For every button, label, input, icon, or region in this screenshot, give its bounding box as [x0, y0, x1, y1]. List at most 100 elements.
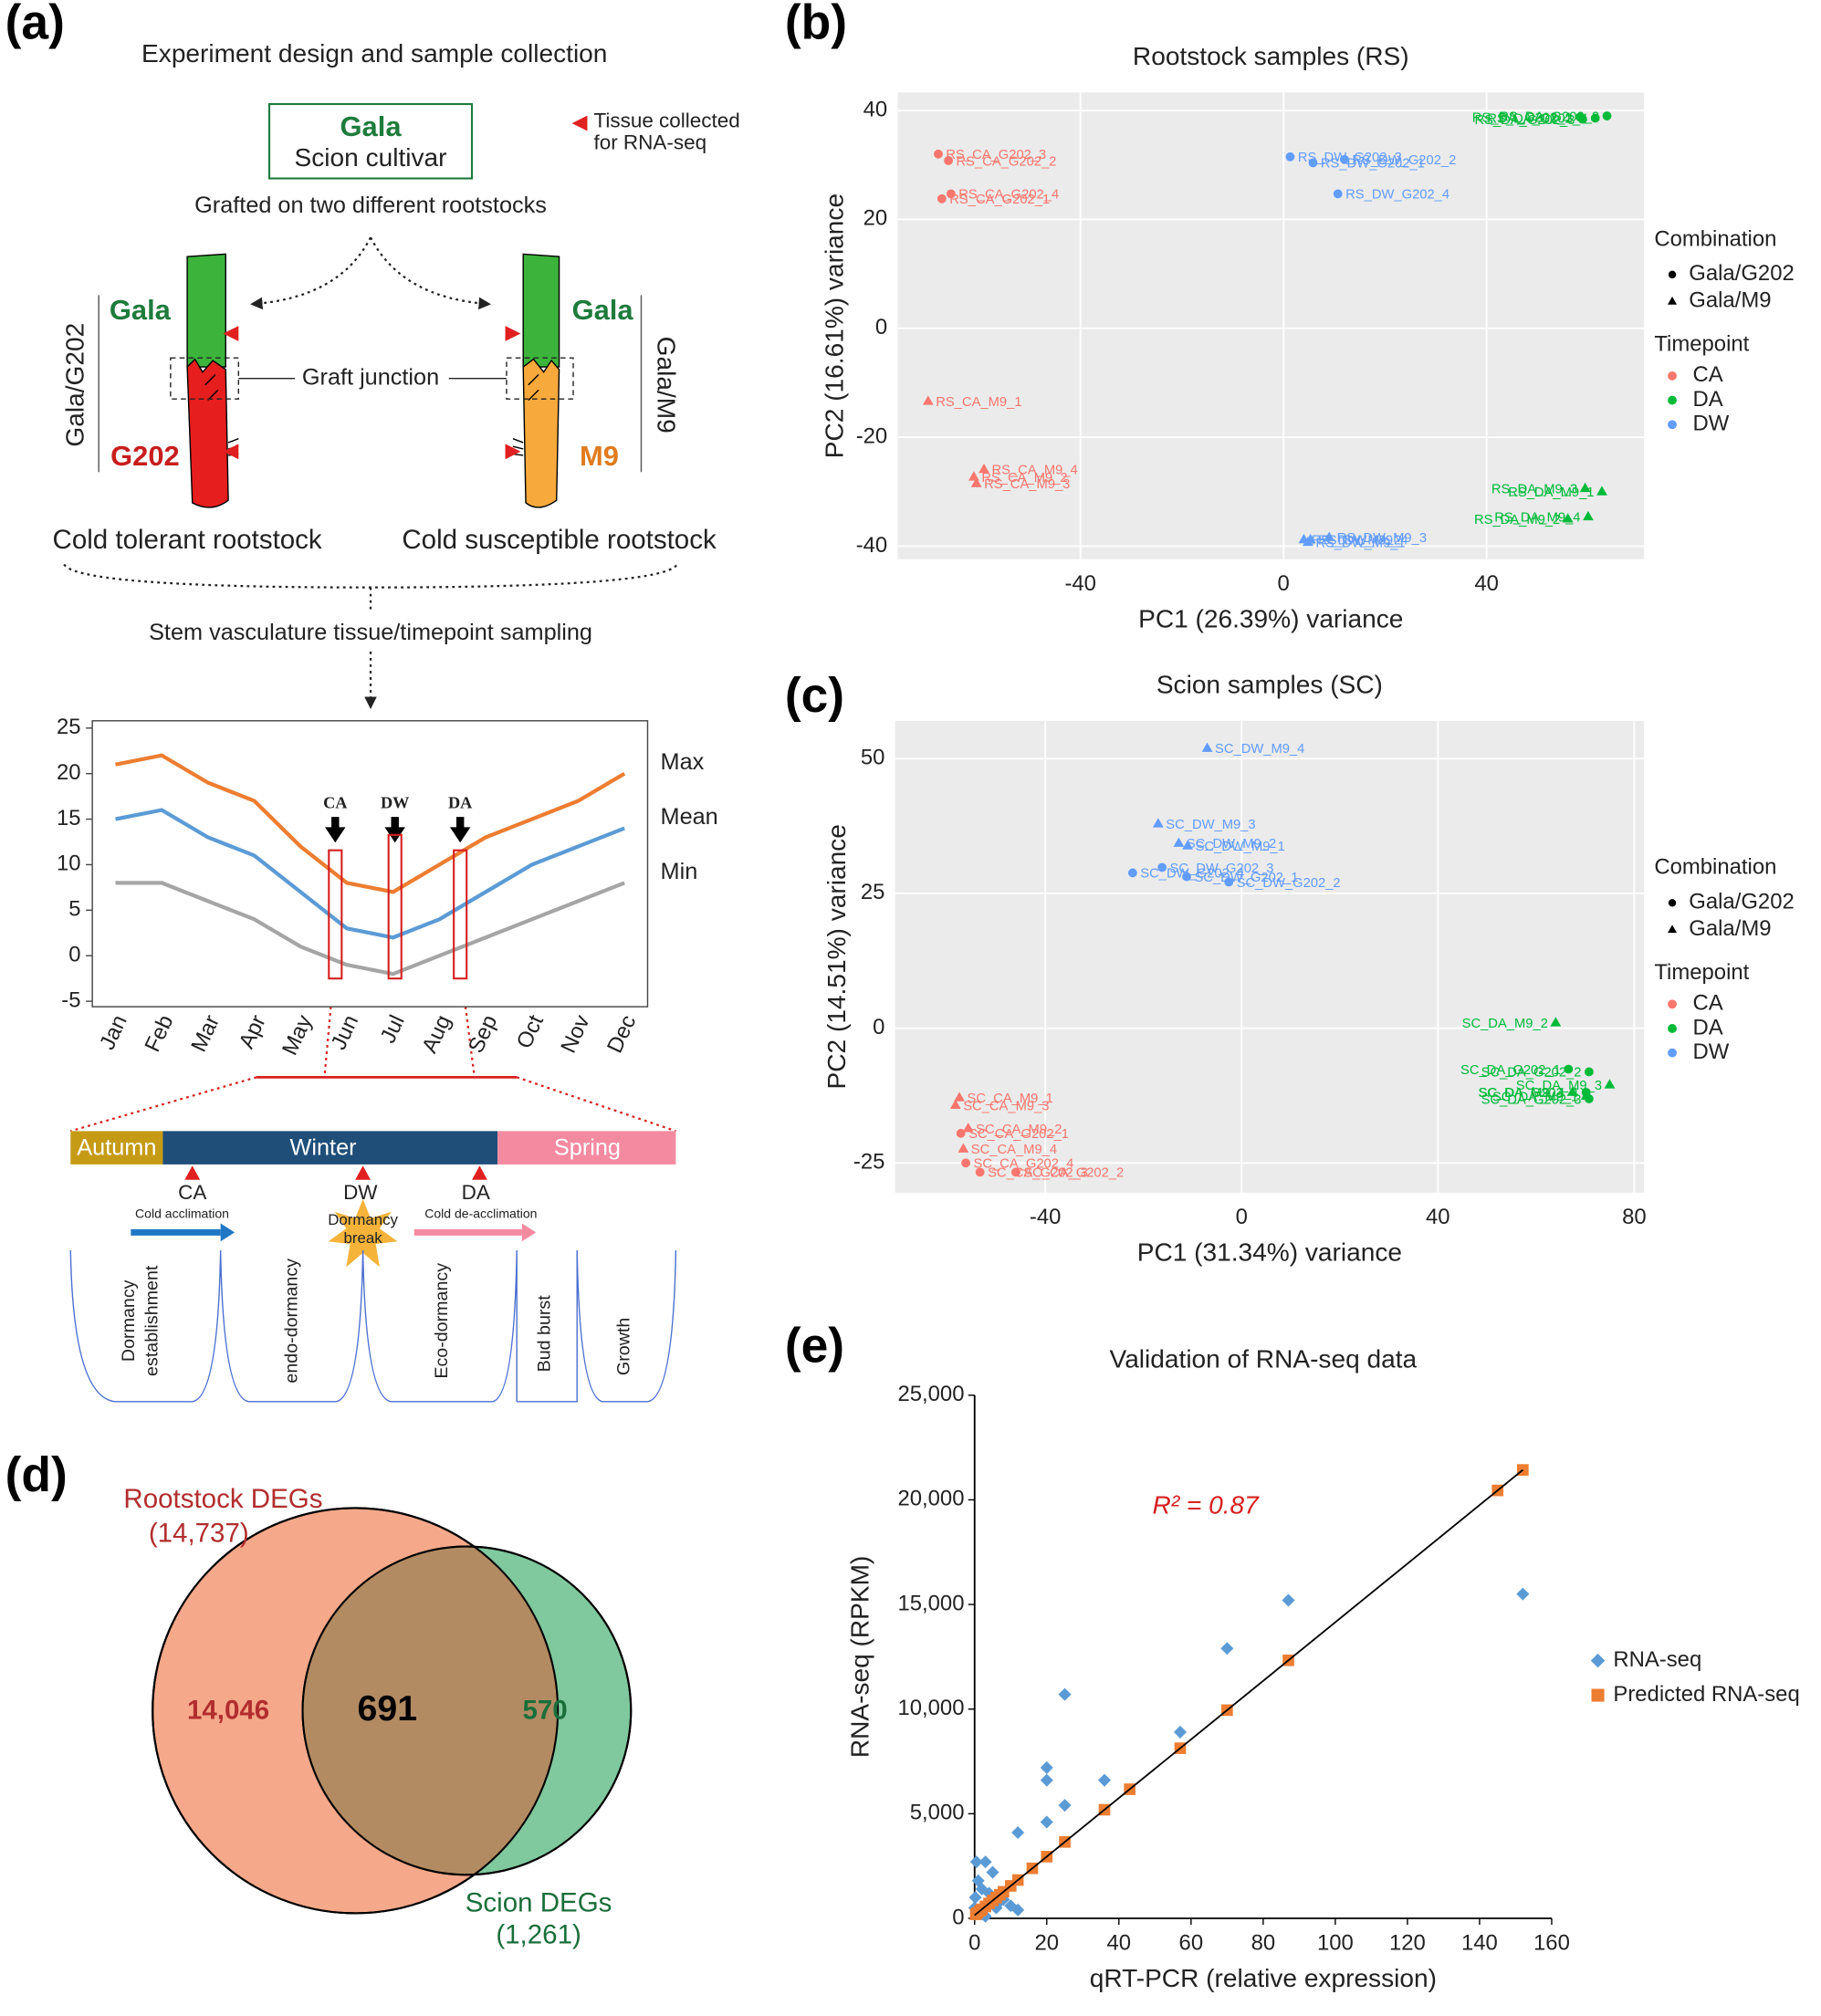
x-tick-label: 60 [1179, 1930, 1204, 1955]
point-label: RS_CA_G202_4 [958, 188, 1059, 203]
legend-marker [1668, 371, 1677, 381]
point-label: SC_CA_G202_2 [1023, 1166, 1124, 1181]
data-point [1584, 1067, 1594, 1077]
x-tick-label: 40 [1474, 571, 1499, 596]
data-point [1182, 840, 1193, 850]
phase-label: establishment [141, 1265, 162, 1376]
data-point [1201, 742, 1213, 752]
data-point [1550, 1017, 1562, 1027]
line-series [115, 808, 625, 940]
chart-title: Rootstock samples (RS) [1133, 42, 1409, 70]
stem-label: Gala [110, 294, 172, 326]
point-label: RS_DA_G202_3 [1474, 113, 1575, 128]
x-tick-label: 40 [1426, 1205, 1450, 1229]
data-point [1590, 113, 1600, 123]
point-label: SC_DA_G202_3 [1481, 1092, 1582, 1107]
x-tick-label: Jul [375, 1011, 409, 1047]
zoom-line [464, 1006, 476, 1078]
y-axis-title: RNA-seq (RPKM) [846, 1556, 874, 1759]
point-label: RS_CA_G202_1 [949, 193, 1050, 207]
data-point [922, 395, 934, 405]
season-bar [497, 1131, 676, 1165]
y-tick-label: 50 [861, 745, 885, 769]
x-tick-label: 20 [1034, 1930, 1059, 1955]
line-series [115, 753, 626, 894]
stem-label: G202 [110, 440, 180, 472]
data-point [1566, 1086, 1578, 1096]
data-point [962, 1123, 974, 1133]
data-point [975, 1167, 985, 1177]
caption: Cold susceptible rootstock [402, 525, 717, 555]
design-title: Experiment design and sample collection [141, 39, 607, 68]
point-label: SC_CA_G202_1 [968, 1127, 1069, 1142]
combination-label: Gala/G202 [61, 323, 89, 447]
timepoint-code: CA [178, 1181, 206, 1204]
data-point [1058, 1687, 1072, 1701]
grafted-text: Grafted on two different rootstocks [194, 193, 547, 218]
x-tick-label: 80 [1622, 1205, 1647, 1229]
legend-marker [1590, 1653, 1606, 1668]
stem-rootstock [186, 358, 229, 508]
data-point [1583, 510, 1594, 521]
annotation: DW [381, 793, 409, 811]
x-tick-label: 0 [1236, 1205, 1248, 1229]
stem-label: Gala [572, 294, 634, 326]
tissue-marker [223, 444, 239, 460]
data-point [1224, 877, 1234, 887]
x-tick-label: Dec [602, 1011, 641, 1057]
x-tick-label: 140 [1461, 1930, 1498, 1955]
venn-count: 14,046 [187, 1696, 269, 1726]
data-point [1011, 1903, 1025, 1917]
point-label: SC_CA_M9_4 [971, 1143, 1057, 1157]
season-label: Spring [554, 1135, 621, 1161]
arrow [250, 236, 372, 310]
timepoint-desc: Cold de-acclimation [424, 1206, 537, 1220]
x-tick-label: Apr [235, 1011, 271, 1052]
y-tick-label: 20 [863, 206, 888, 231]
venn-total: (14,737) [149, 1519, 249, 1549]
data-point [986, 1865, 999, 1879]
series-label: Max [661, 749, 705, 775]
venn: Rootstock DEGs (14,737) 14,046 691 570 S… [123, 1484, 633, 1949]
tissue-marker [505, 326, 521, 341]
venn-count: 691 [357, 1688, 417, 1729]
data-point [1127, 868, 1137, 878]
point-label: SC_DW_G202_2 [1237, 876, 1341, 891]
annotation: DA [448, 793, 473, 811]
point-label: RS_DA_G202_1 [1472, 111, 1573, 126]
legend-label: Predicted RNA-seq [1613, 1682, 1799, 1707]
tissue-marker [223, 326, 239, 341]
season-label: Winter [290, 1135, 357, 1161]
annotation: R² = 0.87 [1152, 1490, 1260, 1519]
y-tick-label: -25 [853, 1150, 885, 1175]
point-label: SC_DW_G202_4 [1140, 867, 1244, 882]
x-tick-label: -40 [1064, 571, 1096, 596]
legend-marker [1668, 1024, 1677, 1033]
stem-label: M9 [580, 440, 619, 472]
data-point [1579, 482, 1591, 493]
data-point [1157, 862, 1167, 872]
data-point [989, 1901, 1003, 1915]
point-label: RS_CA_G202_2 [957, 154, 1057, 169]
data-point [1602, 111, 1612, 120]
timepoint-desc: Cold acclimation [135, 1206, 229, 1220]
design-diagram: Experiment design and sample collection … [53, 39, 740, 1403]
data-point [958, 1143, 969, 1153]
point-label: SC_DW_M9_1 [1196, 840, 1285, 854]
acclimation-arrow [220, 1223, 235, 1242]
data-point [961, 1158, 970, 1168]
venn-total: (1,261) [496, 1919, 581, 1949]
y-tick-label: 15 [57, 806, 81, 830]
data-point [1324, 531, 1335, 541]
data-point [946, 189, 956, 199]
phase-label: Growth [613, 1318, 633, 1375]
point-label: RS_CA_G202_3 [946, 148, 1046, 162]
x-tick-label: Feb [141, 1011, 179, 1056]
legend-title: Timepoint [1654, 960, 1749, 985]
point-label: SC_DA_G202_2 [1481, 1066, 1582, 1081]
y-tick-label: 25 [57, 715, 81, 739]
y-tick-label: 0 [952, 1905, 964, 1929]
combination-label: Gala/M9 [652, 337, 680, 433]
data-point [979, 463, 989, 474]
